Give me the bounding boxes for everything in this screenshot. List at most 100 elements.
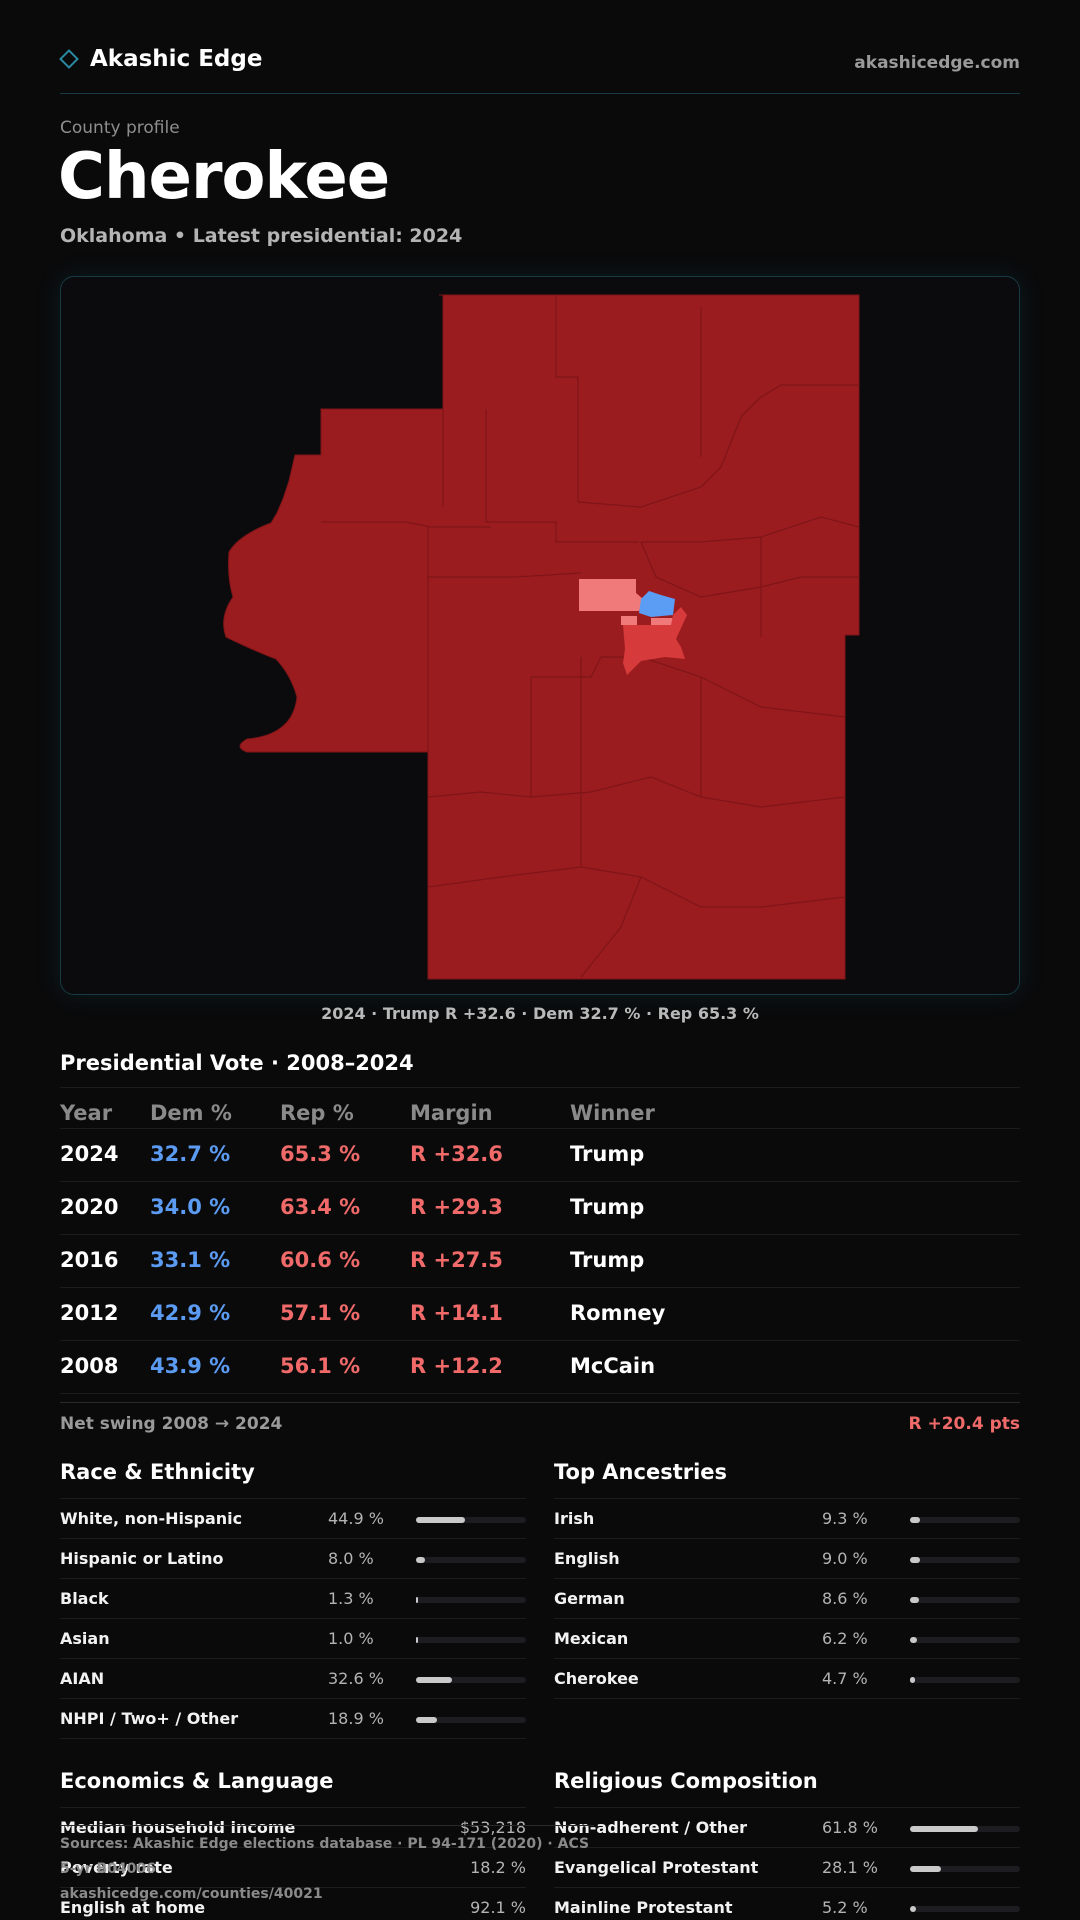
economics-title: Economics & Language	[60, 1761, 526, 1808]
row-winner: McCain	[570, 1354, 656, 1378]
footer-source: Sources: Akashic Edge elections database…	[60, 1836, 590, 1877]
stat-row: Evangelical Protestant 28.1 %	[554, 1848, 1020, 1888]
stat-value: 8.0 %	[328, 1549, 374, 1568]
stat-bar	[910, 1826, 1020, 1832]
table-row: 2016 33.1 % 60.6 % R +27.5 Trump	[60, 1234, 1020, 1287]
table-header: Year Dem % Rep % Margin Winner	[60, 1087, 1020, 1128]
stat-bar-fill	[416, 1597, 418, 1603]
stat-row: AIAN 32.6 %	[60, 1659, 526, 1699]
row-rep: 56.1 %	[280, 1354, 361, 1378]
stat-row: English at home 92.1 %	[60, 1888, 526, 1920]
stat-row: NHPI / Two+ / Other 18.9 %	[60, 1699, 526, 1739]
row-margin: R +32.6	[410, 1142, 503, 1166]
page-subtitle: Oklahoma • Latest presidential: 2024	[60, 225, 463, 247]
site-link[interactable]: akashicedge.com	[854, 53, 1020, 73]
stat-label: AIAN	[60, 1669, 105, 1688]
row-dem: 43.9 %	[150, 1354, 231, 1378]
row-winner: Trump	[570, 1142, 645, 1166]
precinct-light-1	[579, 579, 643, 611]
stat-bar	[416, 1557, 526, 1563]
precinct-mid	[623, 607, 687, 675]
precinct-map-svg	[223, 294, 860, 980]
row-margin: R +27.5	[410, 1248, 503, 1272]
religion-panel: Religious Composition Non-adherent / Oth…	[554, 1761, 1020, 1920]
stat-bar-fill	[910, 1637, 917, 1643]
stat-bar	[910, 1597, 1020, 1603]
stat-bar-fill	[416, 1517, 465, 1523]
stat-value: 92.1 %	[470, 1898, 526, 1917]
row-rep: 63.4 %	[280, 1195, 361, 1219]
stat-value: 18.2 %	[470, 1858, 526, 1877]
row-year: 2016	[60, 1248, 119, 1272]
table-end	[60, 1393, 1020, 1403]
stat-value: 32.6 %	[328, 1669, 384, 1688]
stat-label: Hispanic or Latino	[60, 1549, 224, 1568]
table-row: 2020 34.0 % 63.4 % R +29.3 Trump	[60, 1181, 1020, 1234]
stat-label: English at home	[60, 1898, 206, 1917]
religion-title: Religious Composition	[554, 1761, 1020, 1808]
stat-label: Asian	[60, 1629, 110, 1648]
stat-value: 5.2 %	[822, 1898, 868, 1917]
row-dem: 34.0 %	[150, 1195, 231, 1219]
net-swing-label: Net swing 2008 → 2024	[60, 1414, 283, 1434]
stat-label: German	[554, 1589, 625, 1608]
header-winner: Winner	[570, 1101, 655, 1125]
stat-row: Non-adherent / Other 61.8 %	[554, 1808, 1020, 1848]
county-map[interactable]	[60, 276, 1020, 995]
row-rep: 60.6 %	[280, 1248, 361, 1272]
map-caption: 2024 · Trump R +32.6 · Dem 32.7 % · Rep …	[321, 1004, 759, 1023]
row-margin: R +29.3	[410, 1195, 503, 1219]
race-title: Race & Ethnicity	[60, 1452, 526, 1499]
stat-label: Black	[60, 1589, 109, 1608]
diamond-icon	[59, 49, 79, 69]
header-dem: Dem %	[150, 1101, 232, 1125]
footer: Sources: Akashic Edge elections database…	[60, 1825, 594, 1907]
stat-bar	[416, 1717, 526, 1723]
stat-value: 9.3 %	[822, 1509, 868, 1528]
net-swing-row: Net swing 2008 → 2024 R +20.4 pts	[60, 1402, 1020, 1446]
stat-row: Irish 9.3 %	[554, 1499, 1020, 1539]
row-dem: 42.9 %	[150, 1301, 231, 1325]
row-year: 2008	[60, 1354, 119, 1378]
row-rep: 65.3 %	[280, 1142, 361, 1166]
stat-value: 6.2 %	[822, 1629, 868, 1648]
stat-label: Poverty rate	[60, 1858, 173, 1877]
table-row: 2012 42.9 % 57.1 % R +14.1 Romney	[60, 1287, 1020, 1340]
footer-url[interactable]: akashicedge.com/counties/40021	[60, 1886, 323, 1902]
stat-bar	[910, 1906, 1020, 1912]
precinct-light-3	[651, 618, 673, 625]
row-margin: R +12.2	[410, 1354, 503, 1378]
stat-row: Hispanic or Latino 8.0 %	[60, 1539, 526, 1579]
table-row: 2008 43.9 % 56.1 % R +12.2 McCain	[60, 1340, 1020, 1393]
stat-value: 9.0 %	[822, 1549, 868, 1568]
stat-bar-fill	[416, 1637, 418, 1643]
race-panel: Race & Ethnicity White, non-Hispanic 44.9…	[60, 1452, 526, 1739]
economics-panel: Economics & Language Median household in…	[60, 1761, 526, 1920]
precinct-light-2	[621, 616, 637, 625]
stat-row: Mexican 6.2 %	[554, 1619, 1020, 1659]
stat-bar-fill	[416, 1557, 425, 1563]
row-winner: Trump	[570, 1248, 645, 1272]
stat-bar-fill	[910, 1866, 941, 1872]
stat-label: Non-adherent / Other	[554, 1818, 748, 1837]
ancestry-panel: Top Ancestries Irish 9.3 % English 9.0 % G…	[554, 1452, 1020, 1699]
stat-bar	[416, 1677, 526, 1683]
stat-row: Asian 1.0 %	[60, 1619, 526, 1659]
county-shape	[223, 294, 860, 980]
stat-row: White, non-Hispanic 44.9 %	[60, 1499, 526, 1539]
stat-bar	[910, 1557, 1020, 1563]
stat-bar-fill	[910, 1906, 916, 1912]
stat-label: Mainline Protestant	[554, 1898, 733, 1917]
row-dem: 33.1 %	[150, 1248, 231, 1272]
stat-row: English 9.0 %	[554, 1539, 1020, 1579]
brand[interactable]: Akashic Edge	[59, 46, 262, 72]
header-year: Year	[60, 1101, 113, 1125]
stat-value: $53,218	[459, 1818, 526, 1837]
stat-bar-fill	[416, 1717, 437, 1723]
row-winner: Romney	[570, 1301, 666, 1325]
stat-value: 4.7 %	[822, 1669, 868, 1688]
header-margin: Margin	[410, 1101, 493, 1125]
stat-label: Mexican	[554, 1629, 629, 1648]
stat-bar-fill	[910, 1826, 978, 1832]
top-bar: Akashic Edge akashicedge.com	[59, 46, 1020, 94]
